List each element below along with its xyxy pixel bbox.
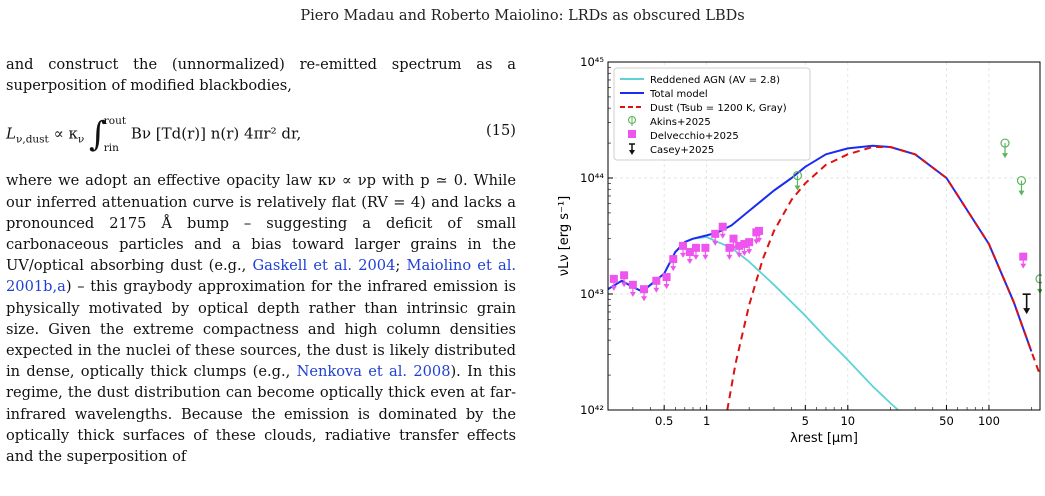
delvecchio-point: [662, 273, 671, 290]
delvecchio-point: [718, 222, 727, 239]
legend-entry: Delvecchio+2025: [628, 130, 739, 142]
legend-label: Akins+2025: [650, 117, 711, 128]
delvecchio-point: [652, 276, 661, 293]
legend-label: Total model: [649, 89, 708, 100]
y-tick-label: 10⁴⁴: [580, 171, 604, 185]
y-axis-label: νLν [erg s⁻¹]: [557, 196, 572, 276]
akins-point: [792, 170, 803, 191]
y-tick-label: 10⁴³: [580, 287, 604, 301]
delvecchio-point: [1019, 252, 1028, 269]
integral-limits: rout rin: [104, 116, 126, 153]
delvecchio-point: [609, 274, 618, 291]
body-text-column: and construct the (unnormalized) re-emit…: [6, 54, 516, 467]
delvecchio-point: [620, 271, 629, 288]
x-tick-label: 5: [802, 414, 809, 428]
x-tick-label: 10: [840, 414, 855, 428]
plot-frame: [607, 61, 1041, 411]
x-tick-label: 1: [703, 414, 710, 428]
eq-lhs: L: [6, 124, 16, 143]
cite-nenkova[interactable]: Nenkova et al. 2008: [296, 363, 451, 381]
legend-label: Reddened AGN (AV = 2.8): [650, 75, 780, 86]
series-line-1: [608, 144, 1033, 352]
para2-post: ). In this regime, the dust distribution…: [6, 363, 516, 466]
legend-swatch: [628, 130, 636, 138]
delvecchio-point: [669, 255, 678, 272]
legend-label: Casey+2025: [650, 145, 714, 156]
eq-integrand: Bν [Td(r)] n(r) 4πr² dr,: [130, 124, 302, 143]
delvecchio-point: [745, 238, 754, 255]
delvecchio-point: [725, 243, 734, 260]
akins-point: [1035, 274, 1045, 294]
series-line-2: [726, 146, 1040, 410]
x-axis-label: λrest [μm]: [790, 431, 858, 446]
delvecchio-point: [679, 241, 688, 258]
x-tick-label: 0.5: [655, 414, 673, 428]
legend-label: Dust (Tsub = 1200 K, Gray): [650, 103, 787, 114]
sed-chart: 0.5 1 5 10 50 100 10⁴² 10⁴³ 10⁴⁴ 10⁴⁵ Reddened AG…: [557, 55, 1045, 446]
para2-pre: where we adopt an effective opacity law …: [6, 172, 516, 275]
paragraph-2: where we adopt an effective opacity law …: [6, 170, 516, 467]
delvecchio-point: [740, 239, 749, 256]
akins-point: [1000, 138, 1010, 159]
delvecchio-point: [628, 280, 637, 297]
legend-box: [613, 67, 811, 161]
paragraph-1: and construct the (unnormalized) re-emit…: [6, 56, 516, 95]
legend-entry: Akins+2025: [627, 115, 711, 128]
delvecchio-point: [691, 243, 700, 260]
eq-lhs-sub: ν,dust: [15, 133, 49, 146]
delvecchio-point: [640, 285, 649, 302]
legend-entry: Casey+2025: [629, 143, 714, 156]
y-tick-label: 10⁴²: [580, 403, 604, 417]
legend-entry: Reddened AGN (AV = 2.8): [620, 75, 780, 86]
upper-limit: rout: [103, 115, 127, 128]
delvecchio-point: [735, 241, 744, 258]
equation-15: Lν,dust ∝ κν ∫ rout rin Bν [Td(r)] n(r) 4π…: [6, 104, 516, 162]
sed-figure: 0.5 1 5 10 50 100 10⁴² 10⁴³ 10⁴⁴ 10⁴⁵ Reddened AG…: [552, 54, 1045, 454]
equation-number: (15): [486, 122, 516, 140]
para2-mid: ) – this graybody approximation for the …: [6, 278, 516, 381]
delvecchio-point: [729, 234, 738, 251]
cite-maiolino[interactable]: Maiolino et al. 2001b,a: [6, 257, 517, 296]
y-tick-label: 10⁴⁵: [580, 55, 604, 69]
legend-entry: Dust (Tsub = 1200 K, Gray): [620, 103, 787, 114]
para2-sep: ;: [395, 257, 407, 275]
cite-gaskell[interactable]: Gaskell et al. 2004: [252, 257, 396, 275]
casey-point: [1022, 293, 1031, 315]
lower-limit: rin: [103, 141, 119, 154]
delvecchio-point: [755, 226, 764, 243]
series-line-0: [608, 236, 900, 410]
x-tick-label: 50: [939, 414, 954, 428]
akins-point: [1016, 175, 1027, 196]
integral-sign: ∫: [89, 114, 107, 155]
legend-label: Delvecchio+2025: [650, 131, 739, 142]
eq-kappa-sub: ν: [77, 133, 85, 146]
x-tick-label: 100: [978, 414, 1000, 428]
delvecchio-point: [685, 248, 694, 265]
legend-entry: Total model: [620, 89, 708, 100]
delvecchio-point: [701, 243, 710, 260]
running-title: Piero Madau and Roberto Maiolino: LRDs a…: [300, 8, 745, 24]
delvecchio-point: [711, 229, 720, 246]
eq-relation: ∝ κ: [53, 124, 78, 143]
